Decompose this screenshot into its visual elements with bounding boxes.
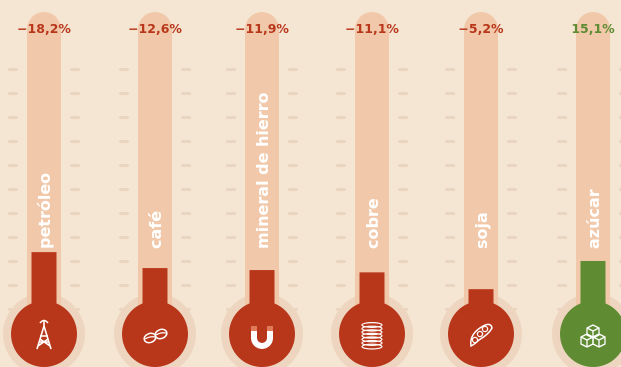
category-label: mineral de hierro	[253, 92, 272, 249]
tick-marks	[226, 68, 236, 311]
tick-marks	[181, 68, 191, 311]
value-label: −5,2%	[458, 21, 504, 36]
category-label: petróleo	[35, 173, 54, 249]
tick-marks	[288, 68, 298, 311]
value-label: −12,6%	[128, 21, 182, 36]
tick-marks	[8, 68, 18, 311]
tick-marks	[398, 68, 408, 311]
value-label: 15,1%	[571, 21, 615, 36]
thermometer-bulb	[229, 301, 295, 367]
tick-marks	[336, 68, 346, 311]
thermometer-bulb	[11, 301, 77, 367]
sugar-cubes-icon	[580, 324, 606, 348]
thermometer-tube	[464, 12, 498, 334]
thermometer-tube	[355, 12, 389, 334]
thermometer: −11,1% cobre	[331, 12, 413, 367]
value-label: −18,2%	[17, 21, 71, 36]
thermometer-bulb	[560, 301, 621, 367]
tick-marks	[445, 68, 455, 311]
category-label: cobre	[363, 198, 382, 249]
coffee-beans-icon	[143, 328, 168, 344]
soybean-pod-icon	[470, 323, 493, 348]
category-label: soja	[472, 212, 491, 249]
thermometer-tube	[245, 12, 279, 334]
tick-marks	[507, 68, 517, 311]
value-label: −11,1%	[345, 21, 399, 36]
category-label: café	[146, 211, 165, 249]
oil-derrick-icon	[36, 319, 52, 350]
value-label: −11,9%	[235, 21, 289, 36]
category-label: azúcar	[584, 189, 603, 249]
thermometer-tube	[138, 12, 172, 334]
thermometer: −18,2% petróleo	[3, 12, 85, 367]
thermometer: 15,1% azúcar	[552, 12, 621, 367]
thermometer: −11,9% mineral de hierro	[221, 12, 303, 367]
thermometer-tube	[576, 12, 610, 334]
thermometer: −5,2% soja	[440, 12, 522, 367]
magnet-icon	[251, 326, 273, 349]
tick-marks	[119, 68, 129, 311]
tick-marks	[70, 68, 80, 311]
thermometer-bulb	[448, 301, 514, 367]
copper-coil-icon	[361, 322, 383, 350]
thermometer: −12,6% café	[114, 12, 196, 367]
tick-marks	[557, 68, 567, 311]
